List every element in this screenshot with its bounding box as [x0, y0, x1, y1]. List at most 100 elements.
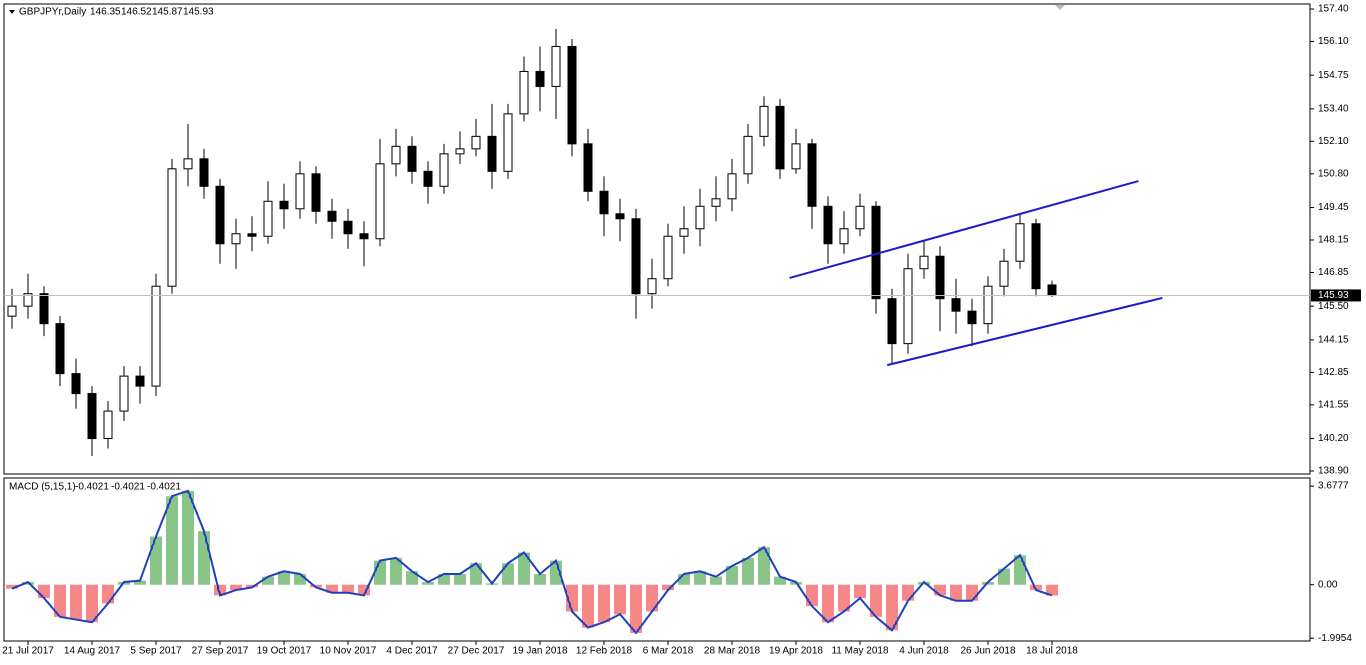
candle-body — [23, 293, 33, 307]
indicator-value: -0.4021 — [147, 482, 181, 493]
candle-body — [791, 143, 801, 170]
candle-body — [439, 153, 449, 187]
candle-body — [199, 158, 209, 187]
candle-body — [583, 143, 593, 192]
y-tick-label: 145.50 — [1318, 301, 1349, 312]
x-tick-label: 4 Jun 2018 — [899, 646, 949, 657]
candle-body — [519, 70, 529, 115]
candle-body — [87, 393, 97, 440]
x-tick-label: 19 Jan 2018 — [512, 646, 567, 657]
candle-body — [471, 135, 481, 150]
x-tick-label: 27 Sep 2017 — [192, 646, 249, 657]
y-tick-label: 141.55 — [1318, 399, 1349, 410]
y-tick-label: 144.15 — [1318, 335, 1349, 346]
y-tick-label: -1.9954 — [1318, 633, 1352, 644]
candle-body — [151, 285, 161, 387]
y-tick-label: 154.75 — [1318, 70, 1349, 81]
y-tick-label: 140.20 — [1318, 433, 1349, 444]
candle-body — [1047, 284, 1057, 296]
candle-body — [935, 255, 945, 300]
candle-body — [167, 168, 177, 287]
ohlc-value: 146.52 — [121, 7, 152, 18]
indicator-label: MACD (5,15,1) — [9, 482, 76, 493]
candle-body — [119, 375, 129, 412]
candle-body — [215, 185, 225, 245]
candle-body — [391, 145, 401, 165]
candle-body — [487, 135, 497, 172]
candle-body — [839, 228, 849, 245]
candle-body — [647, 278, 657, 295]
candle-body — [919, 255, 929, 270]
x-tick-label: 26 Jun 2018 — [960, 646, 1015, 657]
y-tick-label: 157.40 — [1318, 4, 1349, 15]
y-tick-label: 142.85 — [1318, 367, 1349, 378]
trendline — [886, 296, 1163, 367]
candle-body — [71, 373, 81, 395]
trendline — [789, 180, 1139, 279]
price-panel — [3, 3, 1311, 475]
candle-body — [407, 145, 417, 172]
candle-body — [823, 205, 833, 245]
candle-body — [295, 173, 305, 210]
x-tick-label: 14 Aug 2017 — [64, 646, 121, 657]
y-tick-label: 153.40 — [1318, 104, 1349, 115]
macd-panel — [3, 477, 1311, 642]
y-tick-label: 3.6777 — [1318, 481, 1349, 492]
candle-body — [999, 260, 1009, 287]
candle-body — [247, 233, 257, 237]
current-price-label: 145.93 — [1318, 290, 1349, 301]
candle-body — [423, 170, 433, 187]
x-tick-label: 4 Dec 2017 — [386, 646, 438, 657]
candle-body — [231, 233, 241, 245]
candle-body — [343, 220, 353, 235]
candle-body — [679, 228, 689, 237]
x-tick-label: 19 Apr 2018 — [769, 646, 823, 657]
candle-body — [759, 105, 769, 137]
y-tick-label: 149.45 — [1318, 202, 1349, 213]
candle-body — [775, 105, 785, 170]
x-tick-label: 6 Mar 2018 — [643, 646, 694, 657]
candle-body — [743, 135, 753, 175]
candle-body — [567, 45, 577, 145]
candle-body — [663, 235, 673, 280]
symbol-dropdown-icon — [9, 10, 15, 14]
symbol-label: GBPJPYr,Daily — [19, 7, 86, 18]
candle-body — [39, 293, 49, 325]
candle-body — [375, 163, 385, 240]
candle-body — [55, 323, 65, 375]
indicator-value: -0.4021 — [111, 482, 145, 493]
candle-body — [7, 305, 17, 317]
x-tick-label: 5 Sep 2017 — [130, 646, 182, 657]
ohlc-value: 145.93 — [183, 7, 214, 18]
candle-body — [263, 200, 273, 237]
candle-body — [599, 190, 609, 215]
candle-body — [807, 143, 817, 207]
candle-body — [551, 45, 561, 87]
indicator-value: -0.4021 — [75, 482, 109, 493]
y-tick-label: 146.85 — [1318, 267, 1349, 278]
candle-body — [615, 213, 625, 220]
candle-body — [279, 200, 289, 210]
candle-body — [455, 148, 465, 155]
candle-body — [311, 173, 321, 212]
candle-body — [887, 298, 897, 345]
candle-body — [727, 173, 737, 200]
candle-body — [135, 375, 145, 387]
candle-body — [1015, 223, 1025, 262]
y-tick-label: 138.90 — [1318, 466, 1349, 477]
y-tick-label: 152.10 — [1318, 136, 1349, 147]
candle-body — [695, 205, 705, 230]
x-tick-label: 12 Feb 2018 — [576, 646, 633, 657]
candle-body — [951, 298, 961, 312]
candle-body — [983, 285, 993, 325]
x-tick-label: 11 May 2018 — [831, 646, 889, 657]
candle-body — [631, 218, 641, 295]
x-tick-label: 21 Jul 2017 — [2, 646, 54, 657]
candle-body — [1031, 223, 1041, 290]
candle-body — [359, 233, 369, 240]
candle-body — [103, 410, 113, 440]
candle-body — [967, 310, 977, 325]
y-tick-label: 156.10 — [1318, 36, 1349, 47]
current-price-box — [1311, 289, 1361, 302]
